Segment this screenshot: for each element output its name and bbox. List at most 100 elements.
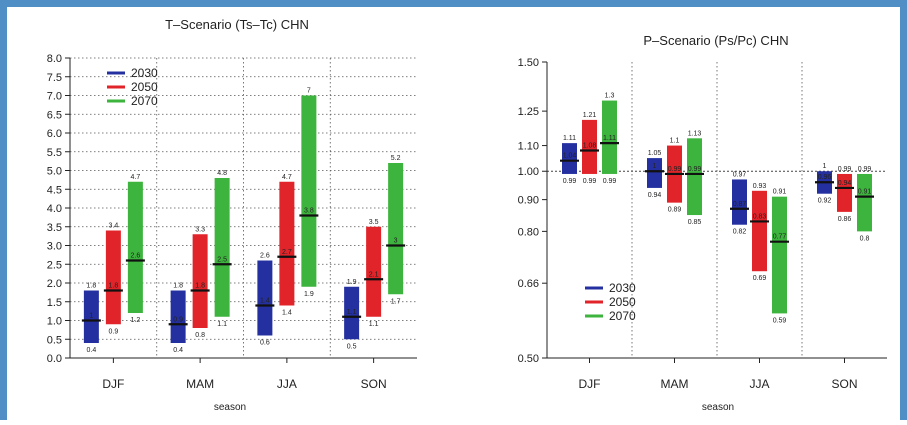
p-category-label: JJA xyxy=(749,377,769,391)
p-ytick-label: 1.10 xyxy=(518,141,539,153)
p-legend-label: 2070 xyxy=(609,309,636,323)
t-mid-label: 2.7 xyxy=(282,249,292,256)
t-low-label: 1.4 xyxy=(282,310,292,317)
t-low-label: 0.4 xyxy=(87,347,97,354)
t-ytick-label: 8.0 xyxy=(47,53,62,65)
p-range-bar-2030-JJA xyxy=(732,179,747,225)
t-ytick-label: 1.5 xyxy=(47,297,62,309)
t-low-label: 1.7 xyxy=(391,298,401,305)
t-high-label: 3.5 xyxy=(369,219,379,226)
t-low-label: 1.1 xyxy=(369,321,379,328)
p-high-label: 0.91 xyxy=(773,189,787,196)
p-mid-label: 1.08 xyxy=(583,143,597,150)
t-mid-label: 1.8 xyxy=(195,283,205,290)
p-high-label: 1.13 xyxy=(688,130,702,137)
t-range-bar-2030-SON xyxy=(344,286,360,340)
p-low-label: 0.59 xyxy=(773,317,787,324)
p-mid-label: 0.83 xyxy=(753,213,767,220)
p-range-bar-2050-SON xyxy=(837,173,852,212)
t-ytick-label: 5.0 xyxy=(47,166,62,178)
p-low-label: 0.99 xyxy=(563,178,577,185)
t-mid-label: 3 xyxy=(394,238,398,245)
p-category-label: SON xyxy=(831,377,857,391)
t-high-label: 1.8 xyxy=(87,283,97,290)
p-ytick-label: 0.80 xyxy=(518,226,539,238)
p-ytick-label: 1.25 xyxy=(518,106,539,118)
t-mid-label: 0.9 xyxy=(173,316,183,323)
p-range-bar-2070-MAM xyxy=(687,138,702,216)
t-legend-label: 2070 xyxy=(131,94,158,108)
t-legend-label: 2030 xyxy=(131,66,158,80)
p-high-label: 0.99 xyxy=(838,166,852,173)
t-high-label: 3.4 xyxy=(109,223,119,230)
t-ytick-label: 0.5 xyxy=(47,334,62,346)
t-mid-label: 1.4 xyxy=(260,298,270,305)
p-mid-label: 0.99 xyxy=(688,166,702,173)
p-low-label: 0.94 xyxy=(648,192,662,199)
t-ytick-label: 3.5 xyxy=(47,222,62,234)
p-ytick-label: 0.66 xyxy=(518,278,539,290)
p-ytick-label: 1.00 xyxy=(518,166,539,178)
t-high-label: 4.7 xyxy=(131,174,141,181)
p-high-label: 0.93 xyxy=(753,183,767,190)
t-high-label: 2.6 xyxy=(260,253,270,260)
t-low-label: 1.2 xyxy=(131,317,141,324)
t-ytick-label: 0.0 xyxy=(47,353,62,365)
t-high-label: 4.7 xyxy=(282,174,292,181)
t-mid-label: 1.1 xyxy=(347,309,357,316)
p-range-bar-2070-JJA xyxy=(772,196,787,314)
t-mid-label: 1.8 xyxy=(109,283,119,290)
p-mid-label: 0.91 xyxy=(858,189,872,196)
t-mid-label: 2.6 xyxy=(131,253,141,260)
t-range-bar-2050-DJF xyxy=(105,230,121,325)
figure-svg: T–Scenario (Ts–Tc) CHN season 0.0 0.5 1.0 1… xyxy=(47,17,887,413)
p-ytick-label: 1.50 xyxy=(518,57,539,69)
p-range-bar-2030-DJF xyxy=(562,143,577,174)
t-ytick-label: 2.5 xyxy=(47,259,62,271)
p-low-label: 0.82 xyxy=(733,229,747,236)
t-low-label: 0.9 xyxy=(109,328,119,335)
p-legend-label: 2030 xyxy=(609,281,636,295)
t-high-label: 3.3 xyxy=(195,226,205,233)
t-ytick-label: 1.0 xyxy=(47,316,62,328)
t-ytick-label: 4.5 xyxy=(47,184,62,196)
t-range-bar-2070-SON xyxy=(388,163,404,295)
p-legend-label: 2050 xyxy=(609,295,636,309)
p-chart-title: P–Scenario (Ps/Pc) CHN xyxy=(643,33,788,48)
t-category-label: MAM xyxy=(186,377,214,391)
p-mid-label: 0.77 xyxy=(773,234,787,241)
p-high-label: 1.21 xyxy=(583,112,597,119)
t-ytick-label: 3.0 xyxy=(47,241,62,253)
figure-panel: T–Scenario (Ts–Tc) CHN season 0.0 0.5 1.0 1… xyxy=(7,7,900,420)
t-range-bar-2070-JJA xyxy=(301,95,317,287)
t-ytick-label: 6.5 xyxy=(47,109,62,121)
p-high-label: 0.97 xyxy=(733,171,747,178)
t-range-bar-2030-DJF xyxy=(83,290,99,343)
p-low-label: 0.85 xyxy=(688,219,702,226)
t-low-label: 1.9 xyxy=(304,291,314,298)
t-high-label: 1.8 xyxy=(173,283,183,290)
t-ytick-label: 7.5 xyxy=(47,72,62,84)
t-range-bar-2030-MAM xyxy=(170,290,186,343)
t-legend-label: 2050 xyxy=(131,80,158,94)
p-high-label: 1 xyxy=(823,163,827,170)
t-range-bar-2070-DJF xyxy=(127,181,143,313)
t-range-bar-2050-MAM xyxy=(192,234,208,328)
t-chart-title: T–Scenario (Ts–Tc) CHN xyxy=(165,17,309,32)
t-range-bar-2050-JJA xyxy=(279,181,295,306)
p-low-label: 0.69 xyxy=(753,275,767,282)
p-high-label: 1.11 xyxy=(563,135,576,142)
p-mid-label: 1.04 xyxy=(563,153,577,160)
t-ytick-label: 4.0 xyxy=(47,203,62,215)
t-mid-label: 3.8 xyxy=(304,208,314,215)
t-category-label: SON xyxy=(361,377,387,391)
p-low-label: 0.92 xyxy=(818,198,832,205)
p-mid-label: 0.99 xyxy=(668,166,682,173)
p-low-label: 0.8 xyxy=(860,235,870,242)
t-low-label: 0.8 xyxy=(195,332,205,339)
p-low-label: 0.99 xyxy=(603,178,617,185)
t-high-label: 7 xyxy=(307,88,311,95)
t-scenario-chart: T–Scenario (Ts–Tc) CHN season 0.0 0.5 1.0 1… xyxy=(47,17,417,413)
p-mid-label: 0.87 xyxy=(733,201,747,208)
t-high-label: 5.2 xyxy=(391,155,401,162)
